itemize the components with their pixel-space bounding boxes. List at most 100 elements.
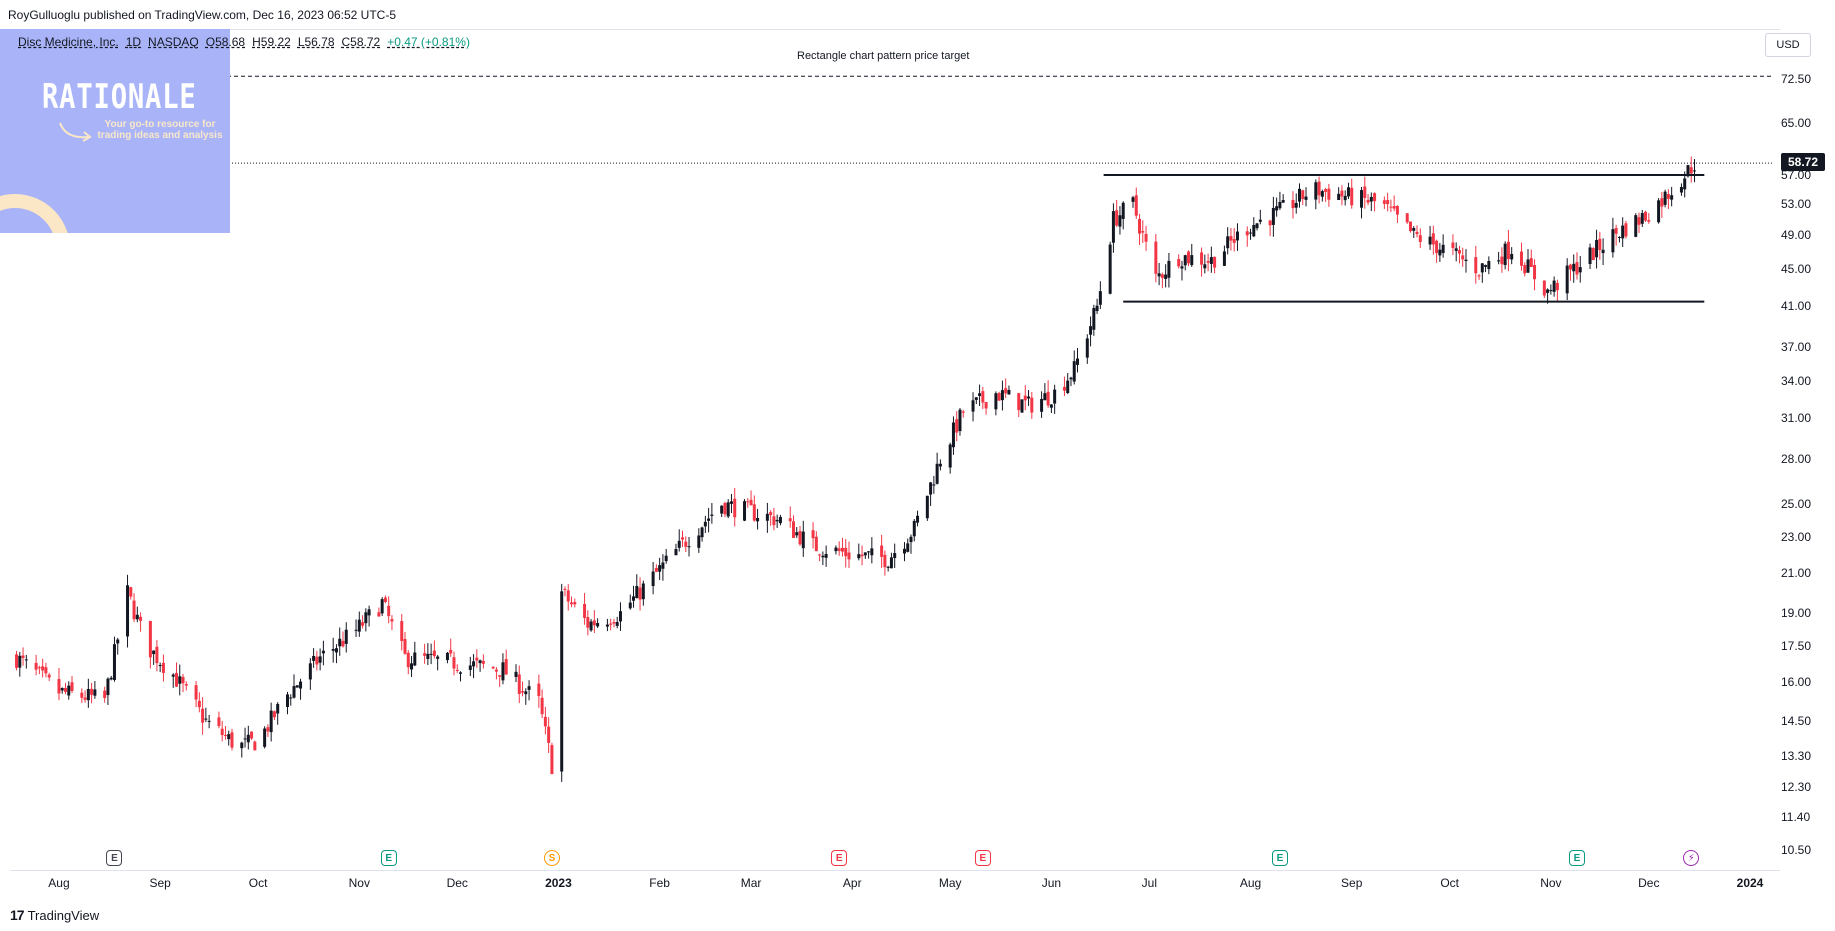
time-tick-label: Dec [1638, 876, 1660, 890]
candle-body [429, 653, 433, 655]
candle-body [436, 656, 440, 659]
candle-body [1275, 206, 1279, 211]
candle-body [863, 552, 867, 556]
event-marker-icon[interactable]: E [1271, 850, 1288, 866]
candle-body [1138, 218, 1142, 234]
candle-body [880, 545, 884, 557]
candle-body [1337, 193, 1341, 200]
candle-body [1408, 221, 1412, 232]
candle-body [909, 536, 913, 543]
event-marker-icon[interactable]: S [543, 850, 560, 866]
chart-pane[interactable] [10, 29, 1780, 871]
candle-body [197, 700, 201, 708]
candle-body [1046, 391, 1050, 406]
candle-body [1249, 232, 1253, 234]
candle-body [1000, 390, 1004, 401]
candle-body [746, 501, 750, 503]
time-tick-label: Nov [348, 876, 370, 890]
tradingview-mark-icon: 17 [10, 907, 25, 923]
candle-body [1092, 308, 1096, 330]
candle-body [1533, 265, 1537, 280]
price-tick-label: 21.00 [1781, 566, 1812, 581]
candle-body [1435, 240, 1439, 254]
candle-body [174, 673, 178, 687]
candle-body [563, 588, 567, 590]
candle-body [955, 419, 959, 433]
event-marker-icon[interactable]: E [380, 850, 397, 866]
candle-body [266, 727, 270, 732]
symbol-legend[interactable]: Disc Medicine, Inc. 1D NASDAQ O58.68 H59.22 L… [18, 35, 477, 49]
candle-body [380, 599, 384, 614]
candle-body [152, 650, 156, 655]
candle-body [1183, 255, 1187, 266]
candle-body [867, 551, 871, 553]
symbol-name[interactable]: Disc Medicine, Inc. [18, 35, 119, 49]
candle-body [263, 728, 267, 747]
candle-body [37, 667, 41, 669]
candle-body [857, 554, 861, 559]
price-tick-label: 45.00 [1781, 262, 1812, 277]
candle-body [1418, 235, 1422, 242]
candle-body [1595, 240, 1599, 258]
candle-body [1177, 259, 1181, 267]
candle-body [1428, 236, 1432, 245]
candle-body [289, 697, 293, 699]
candle-body [459, 672, 463, 674]
event-marker-icon[interactable]: E [974, 850, 991, 866]
event-marker-icon[interactable]: E [831, 850, 848, 866]
candle-body [1281, 199, 1285, 203]
price-tick-label: 16.00 [1781, 674, 1812, 689]
candle-body [1395, 205, 1399, 215]
candle-body [1568, 264, 1572, 270]
candle-body [1324, 189, 1328, 192]
price-tick-label: 28.00 [1781, 451, 1812, 466]
candle-body [1572, 263, 1576, 272]
tradingview-logo[interactable]: 17 TradingView [10, 907, 99, 923]
candle-body [129, 587, 133, 597]
ohlc-low: L56.78 [297, 35, 335, 49]
candle-body [184, 684, 188, 686]
candle-body [889, 557, 893, 569]
candle-body [821, 555, 825, 558]
event-marker-icon[interactable]: E [1568, 850, 1585, 866]
candle-body [1506, 241, 1510, 260]
candle-body [628, 602, 632, 609]
candle-body [677, 540, 681, 548]
candle-body [377, 612, 381, 617]
candle-body [1529, 258, 1533, 267]
currency-selector[interactable]: USD [1765, 33, 1811, 57]
brand-title: RATIONALE [42, 77, 197, 117]
candle-body [207, 720, 211, 722]
price-tick-label: 14.50 [1781, 714, 1812, 729]
time-tick-label: Feb [649, 876, 670, 890]
time-tick-label: Oct [248, 876, 268, 890]
candle-body [687, 546, 691, 548]
candle-body [1484, 265, 1488, 267]
candle-body [472, 661, 476, 667]
candle-body [321, 650, 325, 654]
candle-body [383, 597, 387, 602]
candle-body [432, 650, 436, 657]
candle-body [413, 652, 417, 666]
candle-body [1575, 262, 1579, 275]
candle-body [181, 676, 185, 684]
event-marker-icon[interactable]: ⚡ [1683, 850, 1700, 866]
candle-body [1601, 249, 1605, 254]
candle-body [406, 652, 410, 668]
candle-body [1111, 211, 1115, 243]
time-tick-label: Nov [1540, 876, 1562, 890]
candle-body [1363, 186, 1367, 198]
time-tick-label: May [938, 876, 962, 890]
candle-body [1346, 187, 1350, 197]
candle-body [1634, 215, 1638, 237]
candle-body [344, 629, 348, 644]
candle-body [720, 505, 724, 514]
candle-body [775, 519, 779, 522]
event-marker-icon[interactable]: E [106, 850, 123, 866]
candle-body [1020, 399, 1024, 413]
candle-body [403, 639, 407, 654]
candle-body [801, 531, 805, 549]
candle-body [1552, 280, 1556, 292]
candle-body [1689, 167, 1693, 174]
